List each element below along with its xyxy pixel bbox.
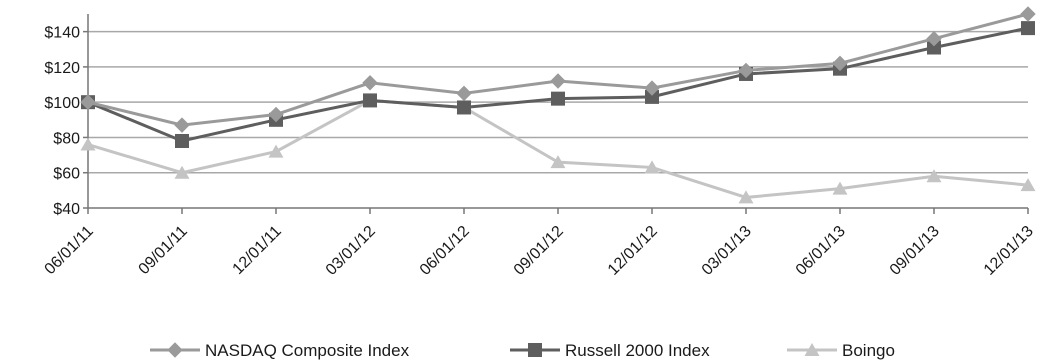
- series-lines: [80, 6, 1036, 204]
- x-tick-label: 06/01/13: [793, 223, 849, 279]
- data-point-boingo: [926, 169, 942, 183]
- legend-marker: [804, 343, 820, 356]
- data-point-boingo: [80, 137, 96, 151]
- data-point-boingo: [738, 190, 754, 204]
- data-point-nasdaq-composite-index: [832, 55, 848, 72]
- data-point-nasdaq-composite-index: [362, 75, 378, 91]
- x-tick-label: 12/01/11: [230, 223, 285, 278]
- legend-label: Russell 2000 Index: [565, 341, 710, 360]
- legend-label: NASDAQ Composite Index: [205, 341, 410, 360]
- series-nasdaq-composite-index: [80, 6, 1036, 133]
- series-line-nasdaq-composite-index: [87, 12, 1029, 127]
- data-point-nasdaq-composite-index: [926, 30, 942, 47]
- legend-item-boingo: Boingo: [787, 341, 895, 360]
- x-tick-label: 06/01/12: [417, 223, 473, 279]
- data-point-nasdaq-composite-index: [644, 80, 660, 96]
- data-point-russell-2000-index: [175, 133, 189, 148]
- data-point-nasdaq-composite-index: [738, 62, 754, 79]
- y-tick-label: $140: [44, 25, 80, 42]
- legend: NASDAQ Composite Index Russell 2000 Index…: [150, 341, 895, 360]
- data-point-russell-2000-index: [551, 91, 565, 106]
- legend-item-nasdaq-composite-index: NASDAQ Composite Index: [150, 341, 410, 360]
- y-tick-label: $60: [53, 166, 80, 183]
- y-tick-label: $100: [44, 95, 80, 112]
- legend-label: Boingo: [842, 341, 895, 360]
- data-point-boingo: [550, 155, 566, 169]
- x-tick-label: 03/01/12: [323, 223, 379, 279]
- x-tick-label: 09/01/11: [136, 223, 191, 278]
- data-point-boingo: [174, 165, 190, 179]
- series-line-boingo: [87, 98, 1029, 199]
- data-point-nasdaq-composite-index: [80, 94, 96, 110]
- legend-marker: [528, 343, 542, 357]
- data-point-nasdaq-composite-index: [174, 117, 190, 133]
- data-point-russell-2000-index: [927, 40, 941, 55]
- data-point-nasdaq-composite-index: [268, 106, 284, 123]
- data-point-russell-2000-index: [645, 89, 659, 104]
- data-point-nasdaq-composite-index: [456, 85, 472, 102]
- series-boingo: [80, 93, 1036, 204]
- data-point-boingo: [644, 160, 660, 174]
- x-tick-label: 06/01/11: [42, 223, 97, 278]
- y-tick-label: $80: [53, 130, 80, 147]
- legend-marker: [167, 342, 183, 358]
- x-tick-label: 12/01/12: [605, 223, 661, 279]
- x-tick-label: 09/01/12: [511, 223, 567, 279]
- y-axis-tick-labels: $40 $60 $80 $100 $120 $140: [44, 25, 80, 218]
- data-point-russell-2000-index: [457, 100, 471, 115]
- data-point-russell-2000-index: [1021, 21, 1035, 36]
- data-point-boingo: [1020, 178, 1036, 192]
- data-point-boingo: [268, 144, 284, 158]
- x-tick-label: 12/01/13: [981, 223, 1037, 279]
- data-point-nasdaq-composite-index: [550, 73, 566, 89]
- data-point-boingo: [832, 181, 848, 195]
- data-point-russell-2000-index: [363, 93, 377, 108]
- x-tick-label: 09/01/13: [887, 223, 943, 279]
- data-point-nasdaq-composite-index: [1020, 6, 1036, 22]
- legend-item-russell-2000-index: Russell 2000 Index: [510, 341, 710, 360]
- x-tick-label: 03/01/13: [699, 223, 755, 279]
- y-tick-label: $120: [44, 60, 80, 77]
- x-axis-tick-labels: 06/01/11 09/01/11 12/01/11 03/01/12 06/01/12…: [42, 223, 1037, 279]
- y-tick-label: $40: [53, 201, 80, 218]
- axes: [83, 14, 1029, 214]
